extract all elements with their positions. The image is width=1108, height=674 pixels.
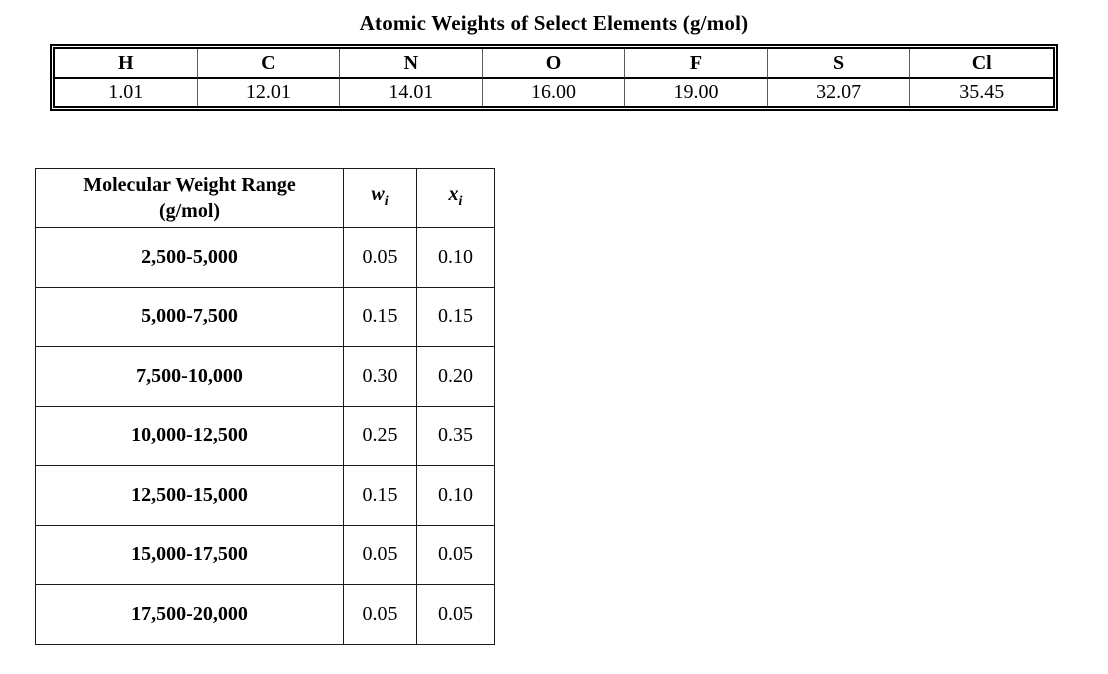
- range-cell: 15,000-17,500: [35, 524, 344, 585]
- wi-cell: 0.15: [343, 465, 417, 526]
- table-row: 15,000-17,500 0.05 0.05: [35, 524, 495, 585]
- range-cell: 12,500-15,000: [35, 465, 344, 526]
- xi-cell: 0.15: [416, 286, 495, 347]
- range-header-line2: (g/mol): [158, 200, 221, 222]
- range-column-header: Molecular Weight Range (g/mol): [35, 168, 344, 228]
- wi-cell: 0.05: [343, 524, 417, 585]
- atomic-weight-cl: 35.45: [959, 81, 1005, 103]
- table-row: 7,500-10,000 0.30 0.20: [35, 346, 495, 407]
- wi-column-header: wi: [343, 168, 417, 228]
- xi-cell: 0.05: [416, 584, 495, 645]
- range-cell: 17,500-20,000: [35, 584, 344, 645]
- atomic-weight-c: 12.01: [198, 79, 341, 106]
- atomic-weight-f: 19.00: [625, 79, 768, 106]
- atomic-weight-h: 1.01: [55, 79, 198, 106]
- xi-cell: 0.10: [416, 465, 495, 526]
- atomic-weights-table: H C N O F S Cl 1.01 12.01 14.01 16.00 19…: [50, 44, 1058, 111]
- atomic-weights-header-row: H C N O F S Cl: [55, 49, 1053, 79]
- atomic-weight-n: 14.01: [340, 79, 483, 106]
- range-cell: 2,500-5,000: [35, 227, 344, 288]
- element-header-s: S: [767, 49, 911, 79]
- xi-cell: 0.35: [416, 405, 495, 466]
- xi-cell: 0.10: [416, 227, 495, 288]
- wi-symbol: w: [371, 183, 385, 205]
- element-header-f: F: [625, 49, 768, 79]
- wi-subscript: i: [384, 194, 389, 209]
- xi-subscript: i: [458, 194, 463, 209]
- wi-cell: 0.30: [343, 346, 417, 407]
- range-cell: 10,000-12,500: [35, 405, 344, 466]
- xi-symbol: x: [448, 183, 459, 205]
- xi-column-header: xi: [416, 168, 495, 228]
- element-header-n: N: [340, 49, 483, 79]
- table-row: 10,000-12,500 0.25 0.35: [35, 405, 495, 466]
- atomic-weights-table-title: Atomic Weights of Select Elements (g/mol…: [359, 11, 749, 35]
- element-header-h: H: [55, 49, 198, 79]
- range-cell: 5,000-7,500: [35, 286, 344, 347]
- table-row: 2,500-5,000 0.05 0.10: [35, 227, 495, 288]
- range-header-line1: Molecular Weight Range: [83, 174, 296, 196]
- range-cell: 7,500-10,000: [35, 346, 344, 407]
- xi-cell: 0.05: [416, 524, 495, 585]
- wi-cell: 0.25: [343, 405, 417, 466]
- atomic-weight-s: 32.07: [768, 79, 911, 106]
- element-header-o: O: [482, 49, 626, 79]
- element-header-c: C: [197, 49, 341, 79]
- atomic-weight-o: 16.00: [483, 79, 626, 106]
- molecular-weight-table: Molecular Weight Range (g/mol) wi xi 2,5…: [35, 168, 495, 645]
- table-row: 5,000-7,500 0.15 0.15: [35, 286, 495, 347]
- wi-cell: 0.05: [343, 584, 417, 645]
- table-row: 12,500-15,000 0.15 0.10: [35, 465, 495, 526]
- atomic-weights-value-row: 1.01 12.01 14.01 16.00 19.00 32.07 35.45: [55, 79, 1053, 106]
- table-row: 17,500-20,000 0.05 0.05: [35, 584, 495, 645]
- element-header-cl: Cl: [910, 49, 1053, 79]
- wi-cell: 0.15: [343, 286, 417, 347]
- xi-cell: 0.20: [416, 346, 495, 407]
- wi-cell: 0.05: [343, 227, 417, 288]
- molecular-weight-header-row: Molecular Weight Range (g/mol) wi xi: [35, 168, 495, 228]
